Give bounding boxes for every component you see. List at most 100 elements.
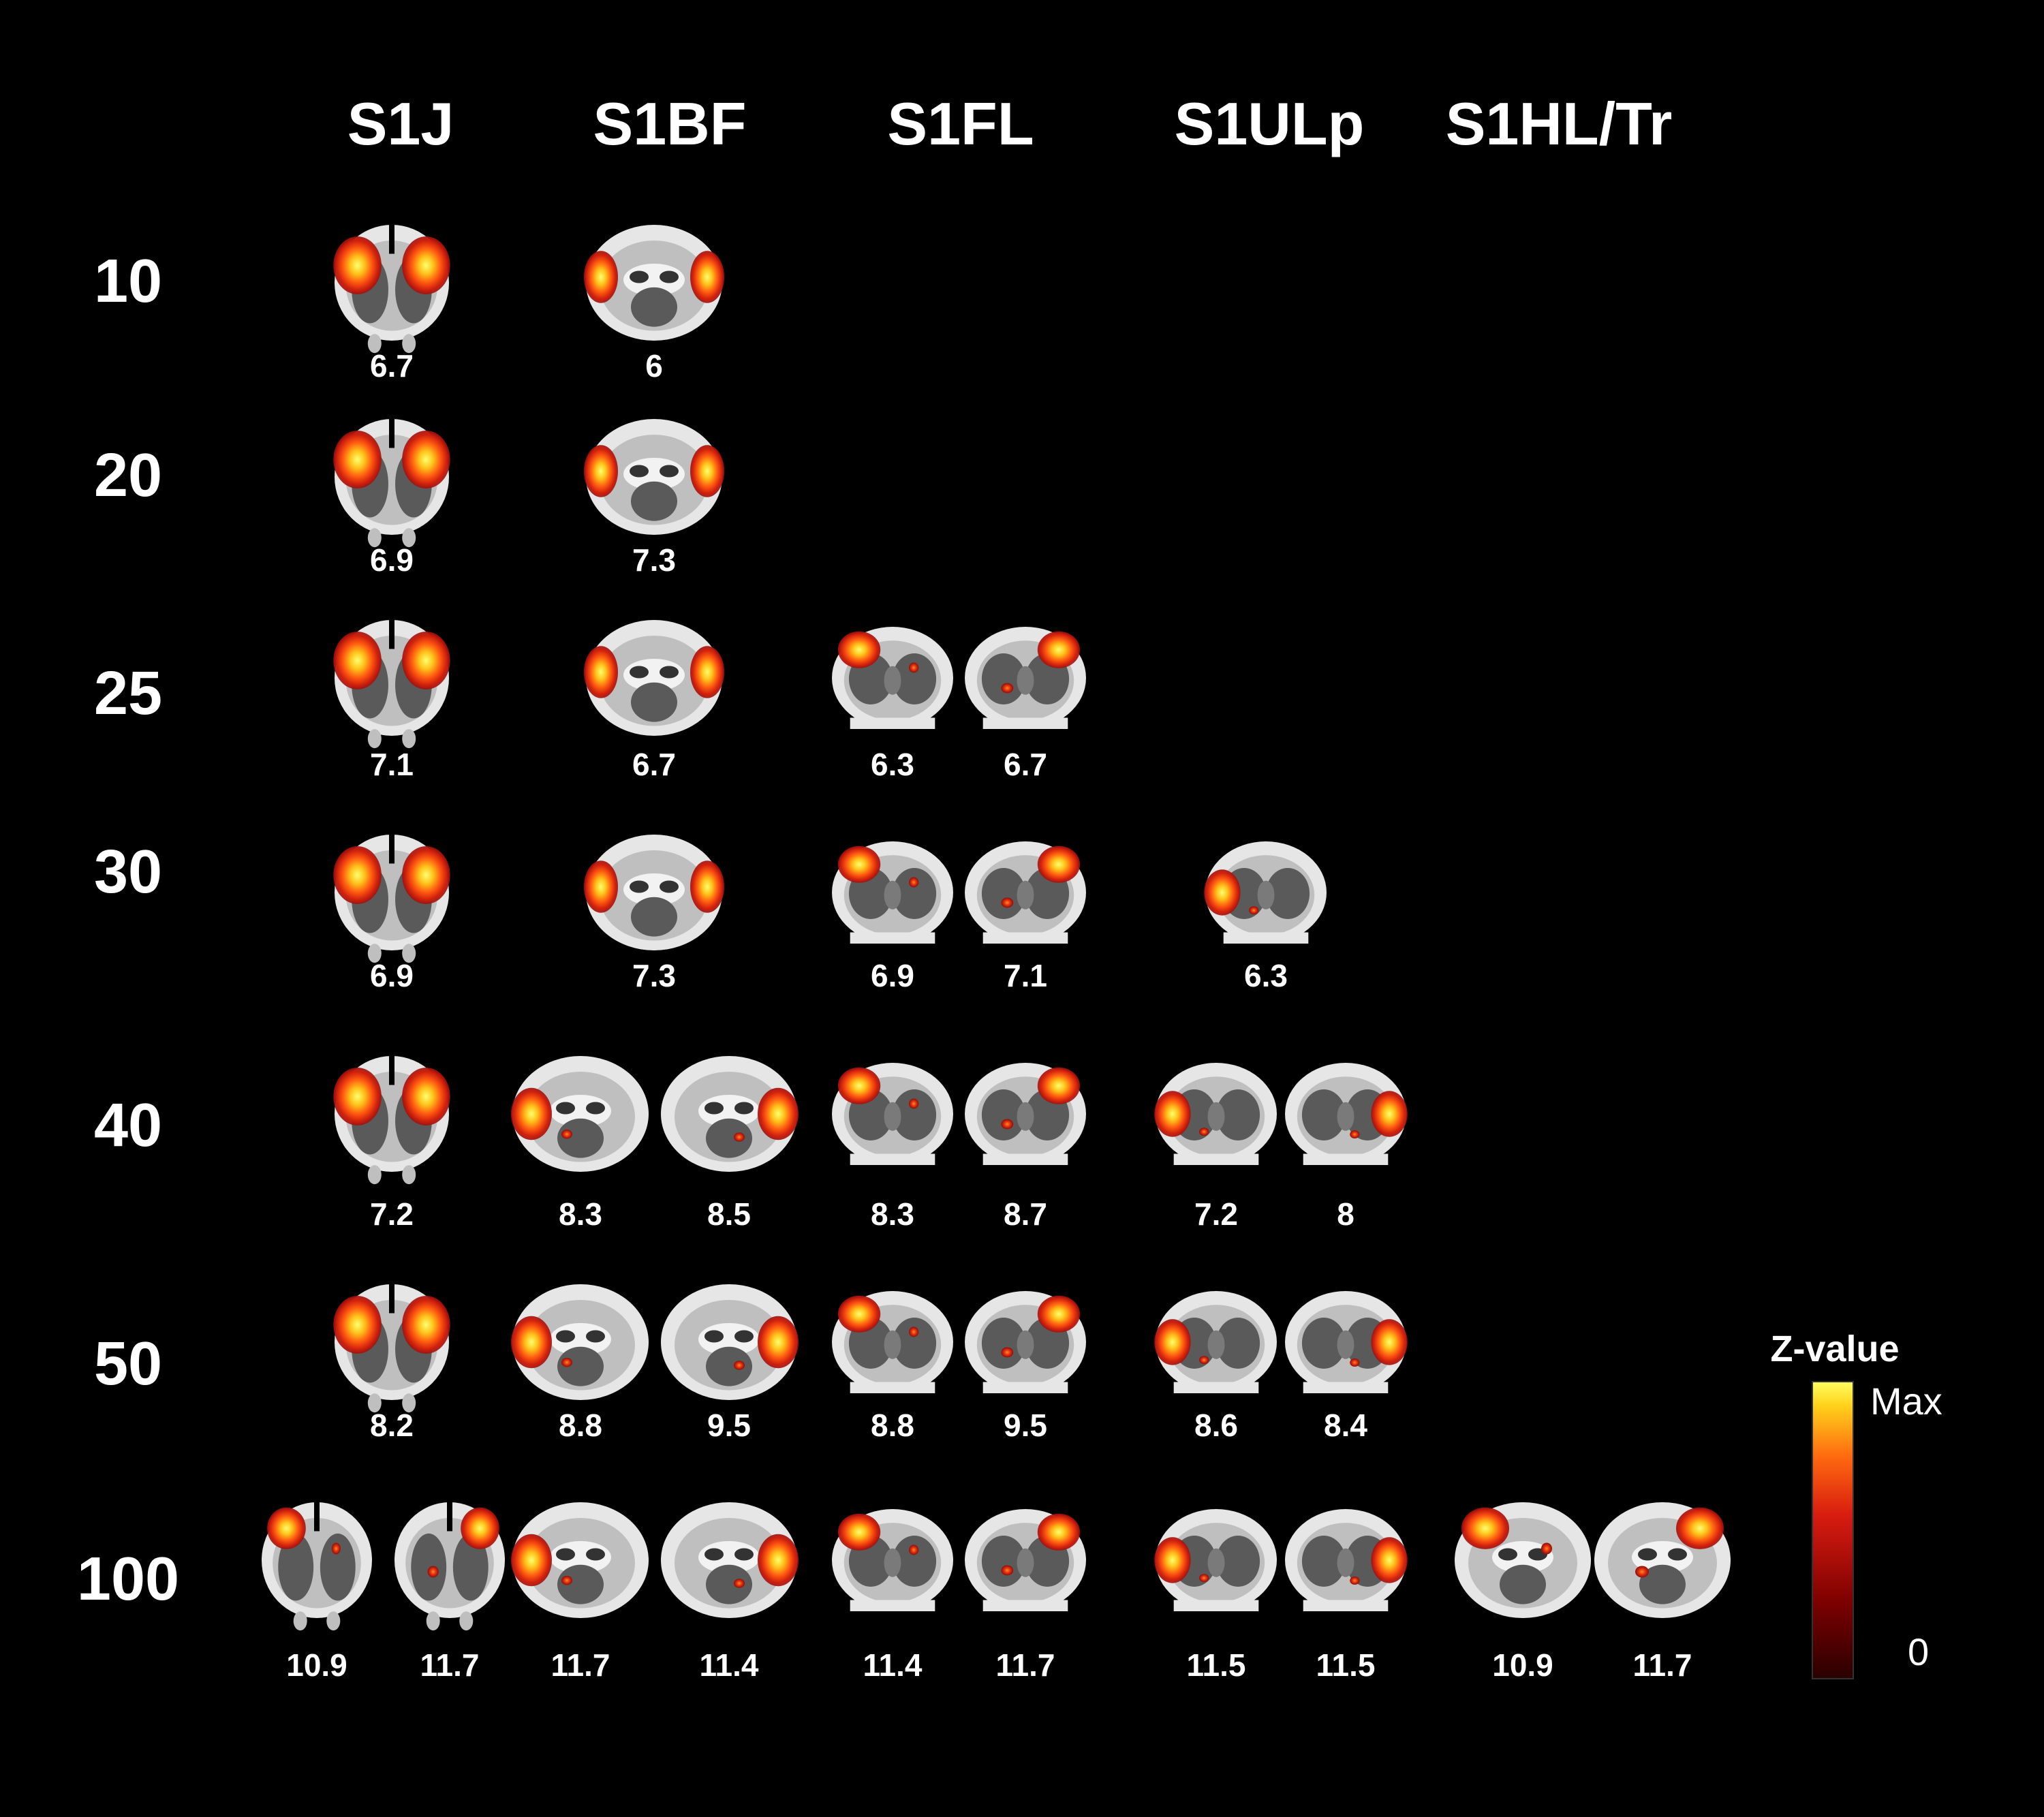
brain-ventral-right bbox=[326, 1611, 341, 1631]
brain-ventral-edge bbox=[1303, 1382, 1389, 1393]
brain-ventral-left bbox=[367, 1393, 382, 1413]
column-header-s1ulp: S1ULp bbox=[1175, 90, 1365, 157]
brain-ventricle-left bbox=[630, 465, 649, 478]
brain-ventricle-left bbox=[556, 1548, 575, 1561]
z-value-label: 6.3 bbox=[1244, 958, 1288, 993]
activation-blob bbox=[1204, 869, 1241, 916]
activation-blob bbox=[690, 646, 724, 698]
activation-blob bbox=[909, 1326, 919, 1337]
brain-ventral-edge bbox=[982, 932, 1068, 944]
activation-blob bbox=[402, 632, 450, 689]
activation-blob bbox=[837, 845, 881, 883]
brain-hemisphere-left bbox=[981, 868, 1025, 919]
brain-slice bbox=[832, 1291, 953, 1393]
brain-thalamus bbox=[631, 682, 677, 722]
brain-hemisphere-left bbox=[1301, 1089, 1346, 1140]
activation-blob bbox=[758, 1087, 799, 1140]
brain-midline-structure bbox=[884, 1330, 901, 1359]
brain-thalamus bbox=[557, 1118, 604, 1158]
activation-blob bbox=[734, 1579, 745, 1588]
activation-blob bbox=[402, 236, 450, 294]
brain-midline-structure bbox=[1257, 880, 1275, 910]
brain-ventricle-left bbox=[704, 1548, 724, 1561]
brain-ventricle-left bbox=[1638, 1548, 1657, 1561]
brain-slice bbox=[584, 419, 724, 535]
activation-blob bbox=[561, 1357, 572, 1367]
activation-blob bbox=[333, 1068, 382, 1125]
brain-midline-structure bbox=[1207, 1548, 1225, 1577]
z-value-label: 11.4 bbox=[700, 1647, 759, 1683]
brain-ventricle-left bbox=[630, 270, 649, 283]
brain-slice bbox=[965, 627, 1086, 729]
brain-midline bbox=[389, 225, 394, 254]
brain-midline-structure bbox=[1337, 1330, 1354, 1359]
activation-blob bbox=[511, 1087, 552, 1140]
z-value-label: 6.3 bbox=[871, 747, 914, 782]
brain-hemisphere-right bbox=[1216, 1318, 1260, 1369]
brain-ventral-edge bbox=[850, 717, 935, 729]
brain-ventricle-right bbox=[734, 1102, 754, 1115]
z-value-label: 11.7 bbox=[420, 1647, 480, 1683]
activation-blob bbox=[1001, 1565, 1014, 1576]
z-value-label: 6.9 bbox=[871, 958, 914, 993]
brain-ventricle-left bbox=[556, 1102, 575, 1115]
activation-blob bbox=[333, 846, 382, 904]
brain-slice bbox=[584, 835, 724, 950]
activation-blob bbox=[1001, 683, 1014, 694]
brain-ventral-right bbox=[402, 729, 416, 749]
activation-blob bbox=[1199, 1574, 1209, 1583]
brain-ventral-edge bbox=[982, 1153, 1068, 1165]
column-header-s1bf: S1BF bbox=[593, 90, 747, 157]
brain-slice-grid: 6.7 6 6.9 7.3 7.1 6.7 6.3 6.7 6.9 7.3 6.9 7.1 6.3 7.2… bbox=[262, 225, 1731, 1683]
brain-midline bbox=[389, 1056, 394, 1085]
brain-midline-structure bbox=[884, 666, 901, 695]
brain-ventral-edge bbox=[1303, 1153, 1389, 1165]
brain-midline-structure bbox=[1017, 666, 1034, 695]
brain-slice bbox=[333, 419, 450, 548]
brain-slice bbox=[333, 1056, 450, 1185]
brain-hemisphere-right bbox=[893, 868, 937, 919]
activation-blob bbox=[1037, 1513, 1081, 1551]
activation-blob bbox=[1037, 845, 1081, 883]
brain-ventral-right bbox=[402, 1393, 416, 1413]
brain-ventral-edge bbox=[982, 1382, 1068, 1393]
activation-blob bbox=[1635, 1566, 1649, 1578]
brain-lobe-right bbox=[320, 1533, 356, 1601]
brain-slice bbox=[1154, 1291, 1277, 1393]
brain-ventral-left bbox=[293, 1611, 307, 1631]
brain-lobe-right bbox=[452, 1533, 489, 1601]
activation-blob bbox=[1350, 1577, 1360, 1585]
activation-blob bbox=[1371, 1091, 1408, 1137]
z-value-label: 8.6 bbox=[1194, 1408, 1238, 1443]
colorbar-title: Z-value bbox=[1770, 1329, 1899, 1369]
brain-slice bbox=[832, 1063, 953, 1165]
brain-ventral-left bbox=[426, 1611, 440, 1631]
brain-slice bbox=[832, 1509, 953, 1611]
brain-midline bbox=[389, 620, 394, 649]
brain-thalamus bbox=[706, 1346, 752, 1386]
brain-ventricle-right bbox=[660, 465, 679, 478]
activation-blob bbox=[584, 251, 618, 303]
z-value-label: 6.9 bbox=[370, 542, 414, 578]
brain-slice bbox=[394, 1502, 505, 1631]
activation-blob bbox=[1037, 1067, 1081, 1104]
z-value-label: 8 bbox=[1337, 1196, 1354, 1232]
activation-blob bbox=[511, 1534, 552, 1587]
brain-slice bbox=[965, 1291, 1086, 1393]
z-value-label: 11.7 bbox=[551, 1647, 610, 1683]
brain-ventral-left bbox=[367, 729, 382, 749]
brain-ventricle-right bbox=[586, 1330, 605, 1343]
activation-blob bbox=[1541, 1542, 1552, 1555]
row-labels: 10 20 25 30 40 50 100 bbox=[77, 247, 179, 1613]
brain-ventral-right bbox=[402, 528, 416, 548]
brain-ventricle-right bbox=[660, 880, 679, 893]
brain-slice bbox=[1154, 1063, 1277, 1165]
brain-ventral-left bbox=[367, 1165, 382, 1185]
brain-slice bbox=[584, 620, 724, 736]
row-label: 50 bbox=[94, 1330, 162, 1398]
z-value-label: 8.5 bbox=[707, 1196, 751, 1232]
activation-blob bbox=[1249, 906, 1259, 915]
brain-slice bbox=[832, 627, 953, 729]
brain-slice bbox=[661, 1056, 799, 1172]
